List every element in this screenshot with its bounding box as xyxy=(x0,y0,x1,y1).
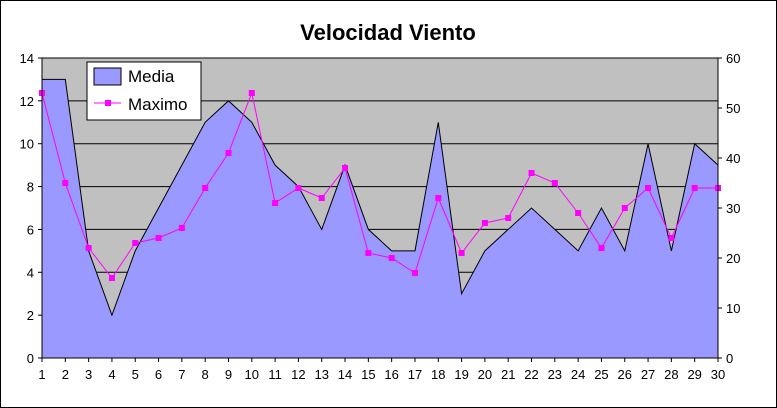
maximo-marker xyxy=(272,200,279,206)
maximo-marker xyxy=(505,215,512,221)
x-tick-label: 26 xyxy=(618,367,632,382)
media-area xyxy=(41,78,719,359)
x-tick-label: 17 xyxy=(408,367,422,382)
maximo-marker xyxy=(155,235,162,241)
maximo-marker xyxy=(108,275,115,281)
legend-media-label: Media xyxy=(128,67,175,86)
maximo-marker xyxy=(318,195,325,201)
maximo-marker xyxy=(132,240,139,246)
x-tick-label: 2 xyxy=(62,367,69,382)
right-tick-label: 0 xyxy=(726,351,733,366)
left-axis-ticks: 0 2 4 6 8 10 12 14 xyxy=(20,51,42,366)
maximo-marker xyxy=(342,165,349,171)
legend-maximo-marker xyxy=(105,100,111,106)
x-tick-label: 23 xyxy=(548,367,562,382)
x-tick-label: 9 xyxy=(225,367,232,382)
maximo-line xyxy=(41,91,718,279)
x-tick-label: 30 xyxy=(711,367,725,382)
x-tick-label: 8 xyxy=(202,367,209,382)
x-tick-label: 21 xyxy=(501,367,515,382)
left-tick-label: 4 xyxy=(27,265,34,280)
x-axis-ticks: 1 2 3 4 5 6 7 8 9 10 11 12 13 14 15 16 17 18 19 20 21 22 23 24 2… xyxy=(38,358,725,382)
x-tick-label: 12 xyxy=(291,367,305,382)
maximo-marker xyxy=(248,90,255,96)
maximo-marker xyxy=(691,185,698,191)
maximo-marker xyxy=(435,195,442,201)
maximo-marker xyxy=(528,170,535,176)
x-tick-label: 24 xyxy=(571,367,585,382)
x-tick-label: 19 xyxy=(454,367,468,382)
left-tick-label: 12 xyxy=(20,94,34,109)
x-tick-label: 27 xyxy=(641,367,655,382)
x-tick-label: 14 xyxy=(338,367,352,382)
maximo-marker xyxy=(598,245,605,251)
left-tick-label: 8 xyxy=(27,180,34,195)
maximo-marker xyxy=(85,245,92,251)
maximo-marker xyxy=(458,250,465,256)
maximo-marker xyxy=(365,250,372,256)
x-tick-label: 29 xyxy=(687,367,701,382)
chart-title: Velocidad Viento xyxy=(300,20,476,45)
x-tick-label: 15 xyxy=(361,367,375,382)
x-tick-label: 28 xyxy=(664,367,678,382)
left-tick-label: 6 xyxy=(27,222,34,237)
x-tick-label: 11 xyxy=(268,367,282,382)
maximo-marker xyxy=(295,185,302,191)
x-tick-label: 20 xyxy=(478,367,492,382)
x-tick-label: 4 xyxy=(108,367,115,382)
right-axis-ticks: 0 10 20 30 40 50 60 xyxy=(718,51,740,366)
maximo-marker xyxy=(621,205,628,211)
right-tick-label: 20 xyxy=(726,251,740,266)
legend: Media Maximo xyxy=(86,61,202,121)
x-tick-label: 22 xyxy=(524,367,538,382)
left-tick-label: 2 xyxy=(27,308,34,323)
right-tick-label: 50 xyxy=(726,101,740,116)
legend-maximo-label: Maximo xyxy=(128,95,188,114)
maximo-marker xyxy=(225,150,232,156)
left-tick-label: 14 xyxy=(20,51,34,66)
x-tick-label: 7 xyxy=(178,367,185,382)
left-tick-label: 0 xyxy=(27,351,34,366)
maximo-marker xyxy=(178,225,185,231)
right-tick-label: 40 xyxy=(726,151,740,166)
maximo-marker xyxy=(411,270,418,276)
maximo-marker xyxy=(388,255,395,261)
legend-media-swatch xyxy=(93,67,122,86)
x-tick-label: 13 xyxy=(314,367,328,382)
x-tick-label: 25 xyxy=(594,367,608,382)
x-tick-label: 6 xyxy=(155,367,162,382)
maximo-marker xyxy=(575,210,582,216)
x-tick-label: 10 xyxy=(245,367,259,382)
x-tick-label: 1 xyxy=(38,367,45,382)
right-tick-label: 60 xyxy=(726,51,740,66)
x-tick-label: 18 xyxy=(431,367,445,382)
x-tick-label: 16 xyxy=(384,367,398,382)
left-tick-label: 10 xyxy=(20,137,34,152)
right-tick-label: 10 xyxy=(726,301,740,316)
right-tick-label: 30 xyxy=(726,201,740,216)
maximo-marker xyxy=(668,235,675,241)
x-tick-label: 5 xyxy=(132,367,139,382)
maximo-marker xyxy=(202,185,209,191)
maximo-marker xyxy=(645,185,652,191)
maximo-marker xyxy=(551,180,558,186)
maximo-marker xyxy=(481,220,488,226)
x-tick-label: 3 xyxy=(85,367,92,382)
maximo-marker xyxy=(62,180,69,186)
